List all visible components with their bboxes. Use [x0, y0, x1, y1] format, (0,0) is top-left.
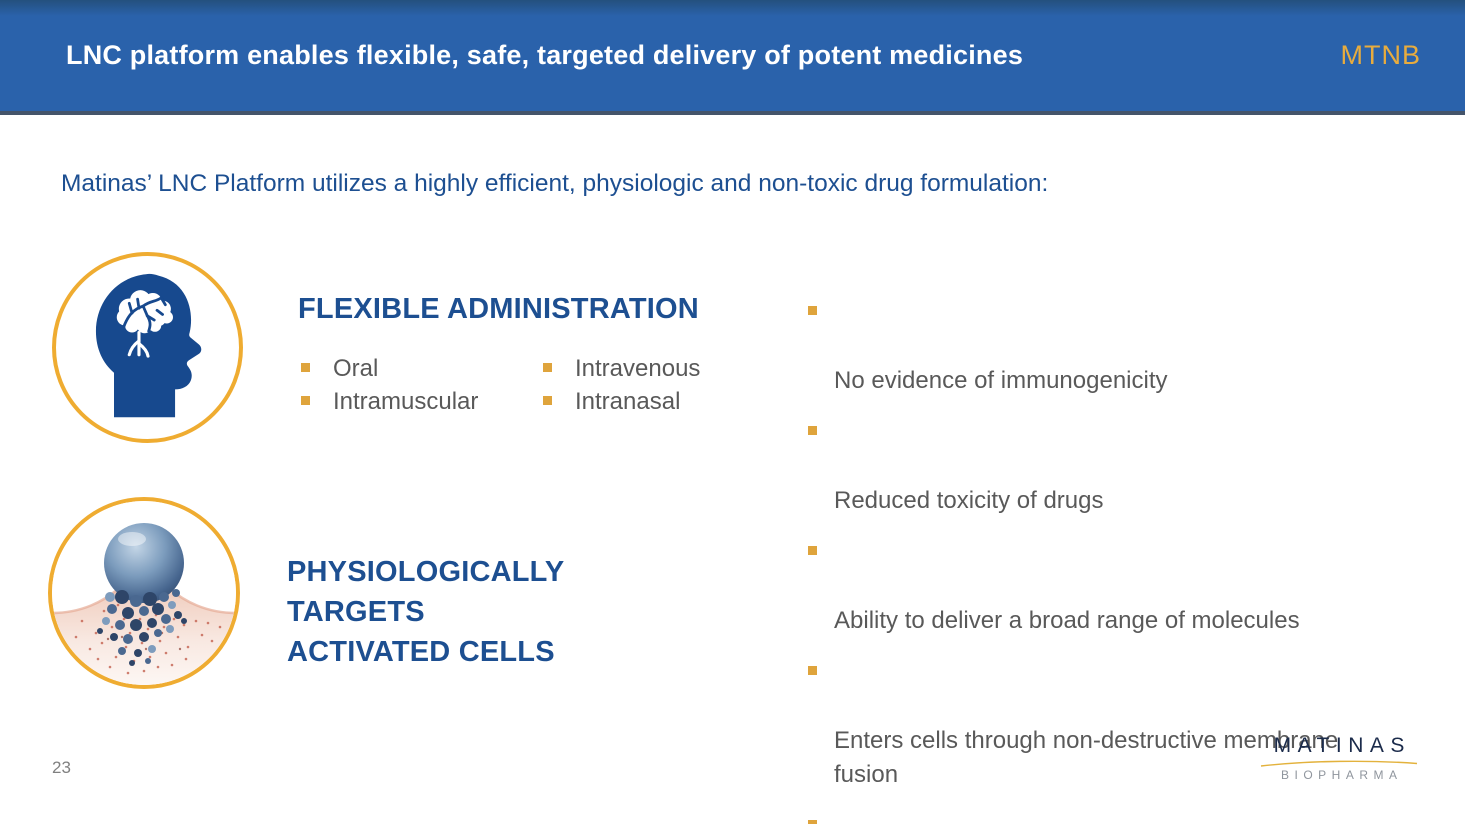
list-item-label: Intravenous	[575, 355, 701, 382]
administration-column-1: Oral Intramuscular	[301, 352, 543, 418]
flexible-administration-heading: FLEXIBLE ADMINISTRATION	[298, 293, 699, 325]
bullet-square-icon	[808, 820, 817, 824]
benefit-label: Ability to deliver a broad range of mole…	[834, 607, 1300, 634]
benefit-item: Demonstrated ability to cross blood-brai…	[808, 810, 1448, 824]
bullet-square-icon	[808, 666, 817, 675]
physiological-targeting-heading: PHYSIOLOGICALLY TARGETS ACTIVATED CELLS	[287, 556, 565, 668]
list-item: Intravenous	[543, 352, 773, 385]
administration-column-2: Intravenous Intranasal	[543, 352, 773, 418]
header-bar: LNC platform enables flexible, safe, tar…	[0, 0, 1465, 115]
intro-text: Matinas’ LNC Platform utilizes a highly …	[61, 170, 1049, 197]
list-item: Intramuscular	[301, 385, 543, 418]
company-logo: MATINAS BIOPHARMA	[1255, 734, 1423, 782]
cell-membrane-fusion-image	[52, 501, 236, 685]
logo-wordmark: MATINAS	[1273, 734, 1411, 757]
list-item-label: Oral	[333, 355, 379, 382]
list-item: Oral	[301, 352, 543, 385]
slide-title: LNC platform enables flexible, safe, tar…	[66, 40, 1024, 70]
benefit-label: Enters cells through non-destructive mem…	[834, 727, 1339, 788]
logo-arc-icon	[1260, 760, 1418, 767]
ticker-symbol: MTNB	[1340, 40, 1421, 70]
bullet-square-icon	[301, 396, 310, 405]
bullet-square-icon	[808, 426, 817, 435]
benefit-item: Ability to deliver a broad range of mole…	[808, 536, 1448, 638]
logo-subtext: BIOPHARMA	[1280, 768, 1403, 782]
benefit-item: Enters cells through non-destructive mem…	[808, 656, 1448, 792]
bullet-square-icon	[543, 396, 552, 405]
list-item: Intranasal	[543, 385, 773, 418]
list-item-label: Intramuscular	[333, 388, 479, 415]
brain-head-icon	[89, 271, 207, 424]
list-item-label: Intranasal	[575, 388, 681, 415]
benefit-item: Reduced toxicity of drugs	[808, 416, 1448, 518]
cell-icon-circle	[48, 497, 240, 689]
brain-icon-circle	[52, 252, 243, 443]
administration-bullet-list: Oral Intramuscular Intravenous Intranasa…	[301, 352, 773, 418]
benefit-label: No evidence of immunogenicity	[834, 367, 1168, 394]
bullet-square-icon	[808, 306, 817, 315]
benefit-item: No evidence of immunogenicity	[808, 296, 1448, 398]
page-number: 23	[52, 758, 71, 777]
benefit-label: Reduced toxicity of drugs	[834, 487, 1104, 514]
bullet-square-icon	[301, 363, 310, 372]
bullet-square-icon	[808, 546, 817, 555]
benefits-list: No evidence of immunogenicity Reduced to…	[808, 296, 1448, 824]
bullet-square-icon	[543, 363, 552, 372]
